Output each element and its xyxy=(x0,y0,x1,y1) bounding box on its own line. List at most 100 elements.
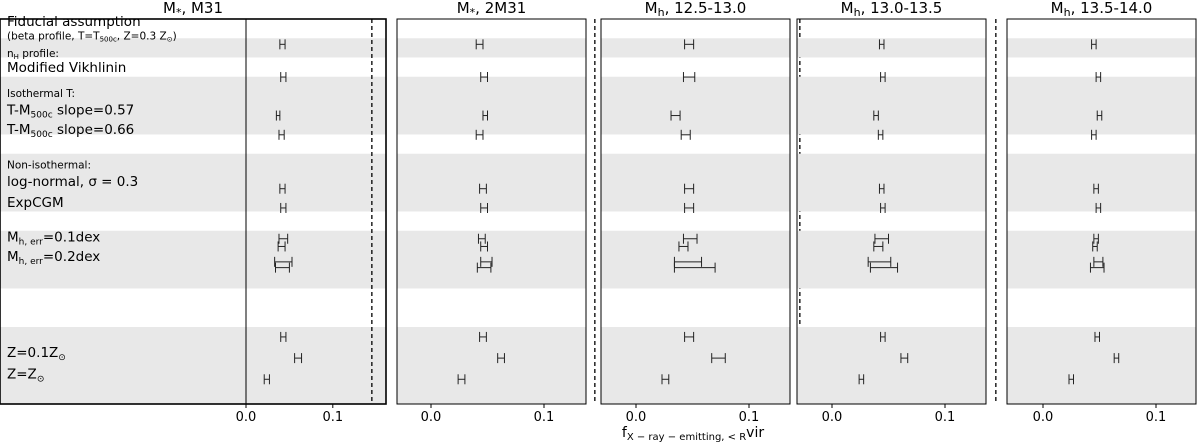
error-bar xyxy=(1095,72,1102,83)
row-band xyxy=(1007,230,1196,289)
text-part: slope=0.66 xyxy=(53,122,135,138)
row-band xyxy=(1007,153,1196,212)
x-tick-label: 0.0 xyxy=(1033,410,1054,425)
error-bar xyxy=(878,183,885,194)
error-bar xyxy=(457,374,466,385)
panel-frame xyxy=(396,18,587,405)
panel-title: Mh, 12.5-13.0 xyxy=(645,0,747,19)
text-part: * xyxy=(470,6,476,19)
row-band xyxy=(797,327,986,404)
text-part: ExpCGM xyxy=(7,195,64,211)
text-part: profile: xyxy=(19,48,59,60)
text-part: Non-isothermal: xyxy=(7,159,91,171)
text-part: h xyxy=(854,6,861,19)
text-part: ) xyxy=(173,30,177,42)
text-part: M xyxy=(7,230,19,246)
row-band xyxy=(397,153,586,212)
text-part: 500c xyxy=(31,129,53,139)
error-bar xyxy=(1093,183,1099,194)
row-band xyxy=(601,327,790,404)
text-part: X − ray − emitting, < R xyxy=(627,432,746,443)
x-tick-label: 0.0 xyxy=(421,410,442,425)
text-part: M xyxy=(841,0,854,17)
text-part: h, err xyxy=(19,257,44,267)
text-part: M xyxy=(7,249,19,265)
error-bar xyxy=(279,183,286,194)
error-bar xyxy=(869,262,899,273)
row-label: Modified Vikhlinin xyxy=(7,60,126,76)
panel-frame xyxy=(600,18,791,405)
error-bar xyxy=(678,241,689,252)
text-part: T-M xyxy=(6,103,31,119)
text-part: H xyxy=(14,53,19,61)
error-bar xyxy=(482,110,488,121)
text-part: , Z=0.3 Z xyxy=(117,30,167,42)
error-bar xyxy=(280,72,287,83)
error-bar xyxy=(479,331,487,342)
row-label: log-normal, σ = 0.3 xyxy=(7,174,138,190)
panel-title: Mh, 13.0-13.5 xyxy=(841,0,943,19)
row-band xyxy=(397,76,586,135)
error-bar xyxy=(670,110,681,121)
error-bar xyxy=(682,72,696,83)
error-bar xyxy=(873,241,884,252)
error-bar xyxy=(661,374,670,385)
row-band xyxy=(797,230,986,289)
row-label: T-M500c slope=0.66 xyxy=(6,122,134,140)
error-bar xyxy=(867,256,892,267)
row-band xyxy=(397,38,586,58)
text-part: Fiducial assumption xyxy=(7,14,141,30)
row-band xyxy=(0,76,386,135)
error-bar xyxy=(873,110,879,121)
text-part: , 2M31 xyxy=(475,0,526,17)
row-band xyxy=(601,38,790,58)
error-bar xyxy=(278,233,289,244)
row-band xyxy=(797,153,986,212)
row-band xyxy=(797,76,986,135)
error-bar xyxy=(1096,110,1103,121)
text-part: slope=0.57 xyxy=(53,103,135,119)
text-part: , 13.0-13.5 xyxy=(861,0,943,17)
panel-title: M*, M31 xyxy=(163,0,223,19)
row-label: ExpCGM xyxy=(7,195,64,211)
text-part: Z=0.1Z xyxy=(7,345,58,361)
x-axis-label: fX − ray − emitting, < Rvir xyxy=(622,425,764,443)
error-bar xyxy=(278,129,285,140)
error-bar xyxy=(476,262,492,273)
error-bar xyxy=(680,129,691,140)
panel-frame xyxy=(796,18,987,405)
error-bar xyxy=(1068,374,1075,385)
row-label: nH profile: xyxy=(7,48,59,61)
row-label: Non-isothermal: xyxy=(7,159,91,171)
text-part: 500c xyxy=(100,36,117,44)
row-band xyxy=(0,327,386,404)
panel-5: Mh, 13.5-14.0 0.0 0.1 xyxy=(1006,0,1197,425)
panel-2: M*, 2M31 0.0 0.1 xyxy=(396,0,596,425)
row-band xyxy=(397,327,586,404)
row-label: (beta profile, T=T500c, Z=0.3 Z⊙) xyxy=(7,30,177,43)
error-bar xyxy=(877,129,884,140)
row-band xyxy=(601,230,790,289)
error-bar xyxy=(275,262,290,273)
row-label: Mh, err=0.2dex xyxy=(7,249,100,267)
x-tick-label: 0.0 xyxy=(822,410,843,425)
text-part: =0.1dex xyxy=(43,230,100,246)
text-part: =0.2dex xyxy=(43,249,100,265)
row-band xyxy=(1007,327,1196,404)
error-bar xyxy=(684,39,695,50)
error-bar xyxy=(263,374,270,385)
error-bar xyxy=(279,39,286,50)
row-label: Z=Z⊙ xyxy=(7,366,44,384)
row-band xyxy=(601,153,790,212)
error-bar xyxy=(1093,233,1099,244)
row-label: Z=0.1Z⊙ xyxy=(7,345,66,363)
row-band xyxy=(1007,38,1196,58)
error-bar xyxy=(1089,262,1105,273)
error-bar xyxy=(682,233,698,244)
error-bar xyxy=(1093,256,1104,267)
error-bar xyxy=(480,72,488,83)
error-bar xyxy=(294,353,303,364)
row-band xyxy=(797,38,986,58)
